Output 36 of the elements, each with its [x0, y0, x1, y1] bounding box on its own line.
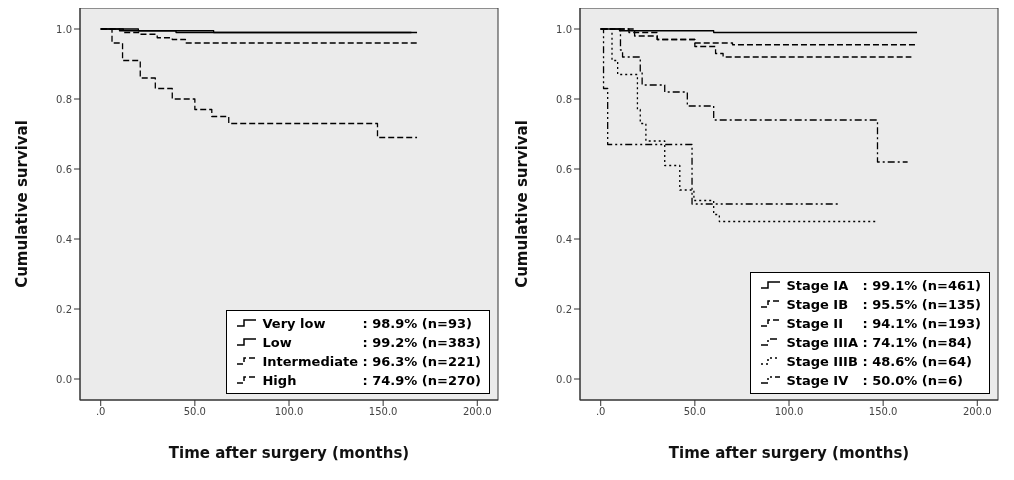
text: High : 74.9% (n=270)	[262, 373, 481, 388]
x-tick-label: 150.0	[868, 406, 898, 418]
legend-label: Stage IIIA : 74.1% (n=84)	[786, 334, 973, 352]
y-axis-title: Cumulative survival	[513, 120, 532, 288]
text: Very low : 98.9% (n=93)	[262, 316, 472, 331]
x-tick-label: 50.0	[183, 406, 206, 418]
y-tick-label: 0.6	[556, 163, 572, 175]
y-tick-label: 0.4	[556, 233, 572, 245]
y-axis-title: Cumulative survival	[13, 120, 32, 288]
y-tick-label: 0.0	[56, 373, 72, 385]
x-tick-label: 200.0	[462, 406, 492, 418]
x-tick-label: .0	[95, 406, 106, 418]
y-tick-label: 0.2	[56, 303, 72, 315]
text: Low : 99.2% (n=383)	[262, 335, 481, 350]
x-axis-title: Time after surgery (months)	[168, 444, 410, 462]
x-tick-label: 100.0	[274, 406, 304, 418]
x-axis-title: Time after surgery (months)	[668, 444, 910, 462]
y-tick-label: 0.8	[56, 93, 72, 105]
y-tick-label: 0.0	[556, 373, 572, 385]
legend-label: Stage IA : 99.1% (n=461)	[786, 277, 981, 295]
legend-label: Stage IV : 50.0% (n=6)	[786, 372, 964, 390]
y-tick-label: 0.8	[556, 93, 572, 105]
y-tick-label: 0.6	[56, 163, 72, 175]
legend-label: Stage IB : 95.5% (n=135)	[786, 296, 981, 314]
x-tick-label: 100.0	[774, 406, 804, 418]
x-tick-label: 150.0	[368, 406, 398, 418]
legend-label: Intermediate : 96.3% (n=221)	[262, 353, 481, 371]
legend-label: Stage IIIB : 48.6% (n=64)	[786, 353, 973, 371]
y-tick-label: 0.2	[556, 303, 572, 315]
x-tick-label: 50.0	[683, 406, 706, 418]
x-tick-label: 200.0	[962, 406, 992, 418]
text: Stage II : 94.1% (n=193)	[786, 316, 981, 331]
y-tick-label: 1.0	[556, 23, 572, 35]
x-tick-label: .0	[595, 406, 606, 418]
y-tick-label: 1.0	[56, 23, 72, 35]
y-tick-label: 0.4	[56, 233, 72, 245]
